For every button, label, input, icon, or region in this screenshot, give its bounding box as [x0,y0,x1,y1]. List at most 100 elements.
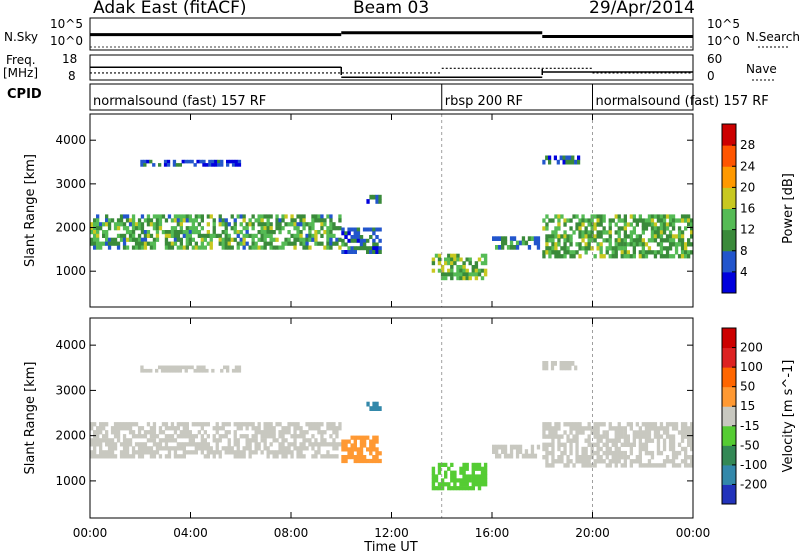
power-echo-cell [530,236,535,241]
power-echo-cell [122,214,127,219]
velocity-echo-cell [134,442,139,447]
power-echo-cell [557,226,561,231]
power-echo-cell [113,237,118,242]
colorbar-tick-label: 24 [740,159,755,173]
velocity-echo-cell [320,442,324,447]
velocity-echo-cell [581,446,585,452]
power-echo-cell [335,241,339,246]
velocity-echo-cell [581,430,585,435]
velocity-echo-cell [224,430,228,435]
power-echo-cell [173,237,178,242]
power-echo-cell [317,218,321,223]
power-echo-cell [614,230,618,235]
power-echo-cell [296,230,300,235]
velocity-echo-cell [152,422,157,427]
power-echo-cell [287,230,291,235]
power-echo-cell [131,214,136,219]
velocity-echo-cell [501,444,505,450]
velocity-echo-cell [317,442,321,447]
velocity-echo-cell [233,422,237,427]
power-echo-cell [353,235,357,239]
velocity-echo-cell [617,438,621,443]
power-echo-cell [551,242,555,247]
power-echo-cell [338,218,342,223]
velocity-echo-cell [93,430,97,435]
velocity-echo-cell [614,430,618,435]
power-echo-cell [191,226,195,231]
velocity-echo-cell [236,446,240,451]
velocity-echo-cell [557,422,561,427]
velocity-echo-cell [200,422,204,427]
velocity-echo-cell [161,422,166,427]
velocity-echo-cell [299,450,303,455]
velocity-echo-cell [296,426,300,431]
velocity-echo-cell [542,446,546,452]
velocity-echo-cell [206,450,210,455]
velocity-echo-cell [563,446,567,452]
velocity-echo-cell [593,434,597,439]
velocity-echo-cell [317,422,321,427]
power-echo-cell [353,231,357,236]
power-echo-cell [239,222,243,227]
velocity-echo-cell [212,434,216,439]
power-echo-cell [584,246,588,251]
power-echo-cell [125,214,130,219]
power-echo-cell [200,241,204,246]
power-echo-cell [185,214,189,219]
velocity-echo-cell [161,446,166,451]
velocity-echo-cell [599,455,603,460]
power-echo-cell [551,234,555,239]
power-echo-cell [566,218,570,223]
velocity-echo-cell [311,446,315,451]
power-echo-cell [350,246,354,251]
power-echo-cell [593,226,597,231]
velocity-echo-cell [184,365,188,370]
power-echo-cell [116,233,121,238]
velocity-echo-cell [553,361,557,366]
power-echo-cell [173,226,178,231]
power-echo-cell [474,272,479,277]
power-echo-cell [227,222,231,227]
power-echo-cell [305,241,309,246]
top-strips: normalsound (fast) 157 RF rbsp 200 RF norm… [89,17,790,111]
power-echo-cell [554,226,558,231]
power-echo-cell [266,214,270,219]
power-echo-cell [179,214,183,219]
power-echo-cell [221,245,225,250]
cpid-strip-frame [89,83,694,111]
power-echo-cell [122,237,127,242]
x-tick-label: 00:00 [73,526,108,540]
power-echo-cell [196,159,200,164]
velocity-echo-cell [224,450,228,455]
power-echo-cell [146,214,151,219]
velocity-echo-cell [299,442,303,447]
power-echo-cell [557,238,561,243]
power-echo-cell [140,163,144,167]
velocity-echo-cell [257,430,261,435]
power-echo-cell [206,230,210,235]
velocity-echo-cell [375,455,379,460]
power-echo-cell [281,218,285,223]
velocity-echo-cell [521,453,526,459]
power-echo-cell [185,230,189,235]
power-echo-cell [680,246,685,251]
colorbar-swatch [722,445,736,466]
velocity-echo-cell [105,422,109,427]
velocity-echo-cell [465,462,469,467]
power-echo-cell [131,226,136,231]
power-echo-cell [275,218,279,223]
colorbar-label: Power [dB] [781,173,796,244]
power-echo-cell [656,234,661,239]
power-echo-cell [140,245,145,250]
power-echo-cell [450,265,454,269]
power-echo-cell [677,230,682,235]
velocity-echo-cell [128,438,133,443]
velocity-echo-cell [674,463,679,468]
colorbar-swatch [722,124,736,146]
velocity-echo-cell [465,474,469,479]
power-echo-cell [335,226,339,231]
power-echo-cell [206,233,210,238]
velocity-echo-cell [372,401,376,407]
power-echo-cell [644,222,649,227]
velocity-echo-cell [176,446,180,451]
